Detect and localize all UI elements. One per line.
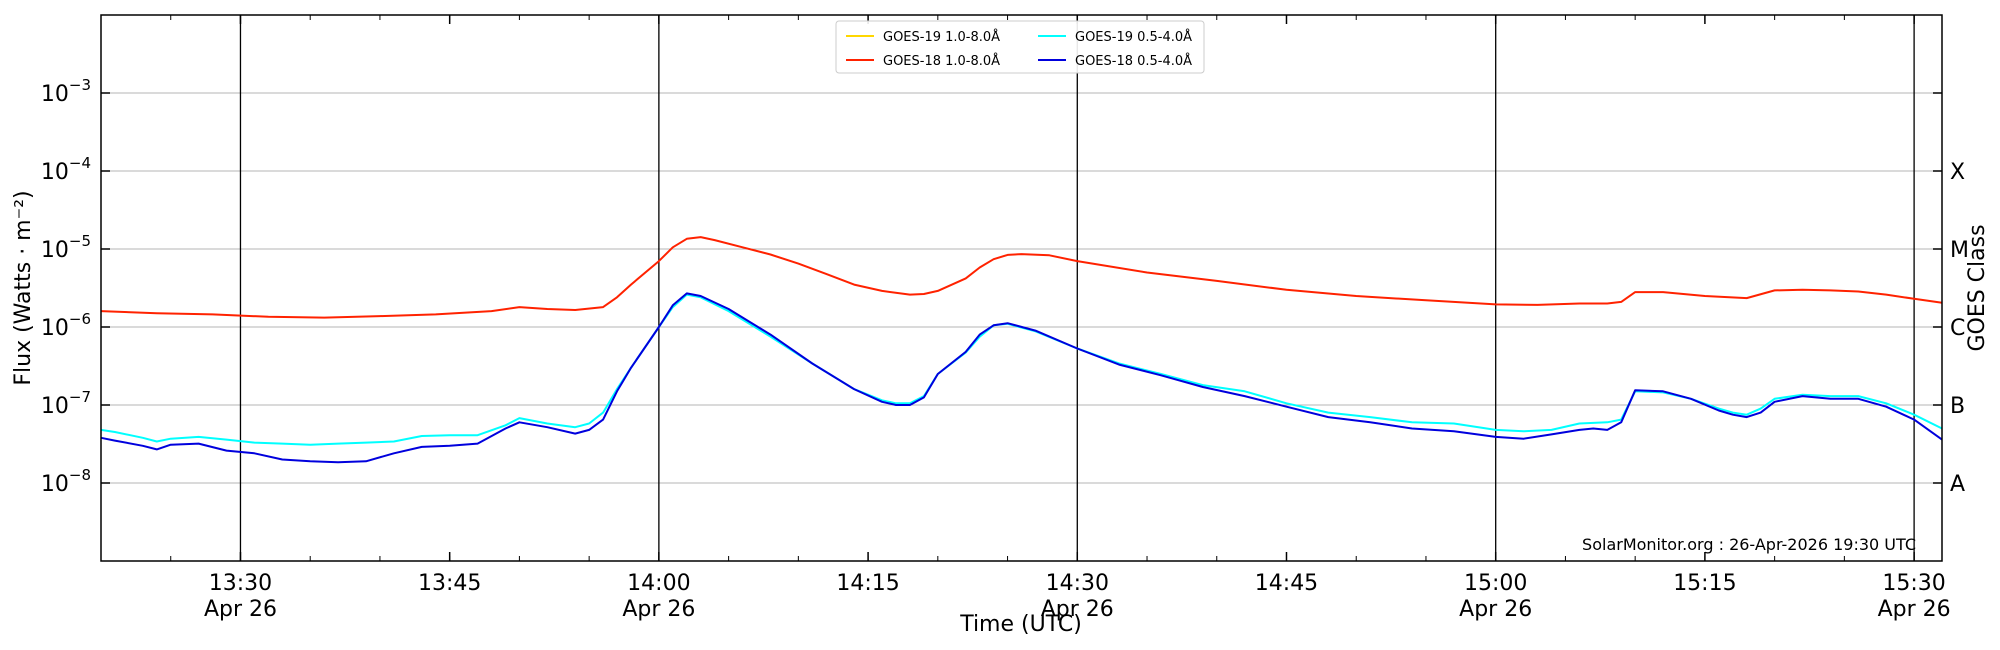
- legend-label: GOES-19 1.0-8.0Å: [883, 29, 1000, 45]
- y-tick-label: 10−7: [41, 388, 91, 419]
- goes-class-label: B: [1950, 394, 1965, 419]
- y-tick-label: 10−5: [41, 232, 91, 263]
- watermark-annotation: SolarMonitor.org : 26-Apr-2026 19:30 UTC: [1582, 535, 1916, 554]
- series-line: [100, 292, 1943, 464]
- goes-class-label: C: [1950, 316, 1965, 341]
- y-tick-label: 10−3: [41, 76, 91, 107]
- x-tick-time-label: 14:00: [627, 571, 690, 596]
- y-tick-label: 10−6: [41, 310, 91, 341]
- horizontal-gridlines: [101, 92, 1942, 484]
- y-axis-ticks: 10−8 10−7 10−6 10−5 10−4 10−3: [41, 14, 1942, 562]
- goes-class-label: M: [1950, 238, 1969, 263]
- legend-label: GOES-18 0.5-4.0Å: [1075, 53, 1192, 69]
- legend: GOES-19 1.0-8.0Å GOES-18 1.0-8.0Å GOES-19 …: [835, 20, 1205, 74]
- goes-class-label: X: [1950, 160, 1965, 185]
- legend-box: [835, 20, 1205, 74]
- x-tick-time-label: 15:15: [1673, 571, 1736, 596]
- x-tick-date-label: Apr 26: [204, 597, 277, 622]
- x-tick-date-label: Apr 26: [622, 597, 695, 622]
- x-tick-date-label: Apr 26: [1041, 597, 1114, 622]
- legend-label: GOES-19 0.5-4.0Å: [1075, 29, 1192, 45]
- x-tick-time-label: 15:30: [1882, 571, 1945, 596]
- x-tick-time-label: 15:00: [1464, 571, 1527, 596]
- x-tick-time-label: 14:45: [1255, 571, 1318, 596]
- vertical-date-lines: [239, 15, 1915, 561]
- y2-axis-label: GOES Class: [1965, 224, 1990, 351]
- legend-label: GOES-18 1.0-8.0Å: [883, 53, 1000, 69]
- x-tick-time-label: 13:45: [418, 571, 481, 596]
- goes-class-labels: A B C M X: [1950, 160, 1969, 497]
- series-lines: [100, 236, 1943, 464]
- x-tick-date-label: Apr 26: [1878, 597, 1951, 622]
- x-tick-time-label: 13:30: [209, 571, 272, 596]
- x-axis-label: Time (UTC): [959, 612, 1082, 637]
- series-line: [100, 236, 1943, 319]
- x-tick-date-label: Apr 26: [1459, 597, 1532, 622]
- plot-frame: [100, 14, 1943, 562]
- x-tick-time-label: 14:15: [836, 571, 899, 596]
- goes-class-label: A: [1950, 472, 1965, 497]
- y-axis-label: Flux (Watts · m⁻²): [11, 190, 36, 385]
- y-tick-label: 10−8: [41, 466, 91, 497]
- y-tick-label: 10−4: [41, 154, 91, 185]
- x-tick-time-label: 14:30: [1046, 571, 1109, 596]
